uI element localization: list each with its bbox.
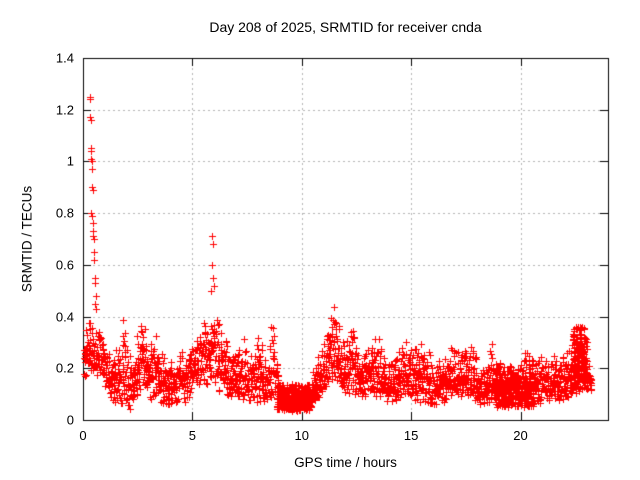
y-tick-label: 0.4 xyxy=(55,309,74,325)
x-tick-label: 5 xyxy=(188,428,196,443)
y-tick-label: 1.4 xyxy=(55,50,74,66)
y-axis-label: SRMTID / TECUs xyxy=(19,185,35,293)
y-tick-label: 1.2 xyxy=(55,102,74,118)
x-tick-label: 15 xyxy=(403,428,419,443)
x-axis-label: GPS time / hours xyxy=(294,455,397,470)
x-tick-label: 20 xyxy=(513,428,528,443)
x-tick-label: 10 xyxy=(294,428,309,443)
y-tick-label: 0 xyxy=(66,412,74,428)
x-tick-label: 0 xyxy=(79,428,87,443)
y-tick-label: 0.8 xyxy=(55,205,74,221)
y-tick-label: 0.6 xyxy=(55,257,74,273)
chart-title: Day 208 of 2025, SRMTID for receiver cnd… xyxy=(209,19,482,35)
y-tick-label: 1 xyxy=(66,153,74,169)
y-tick-label: 0.2 xyxy=(55,360,74,376)
